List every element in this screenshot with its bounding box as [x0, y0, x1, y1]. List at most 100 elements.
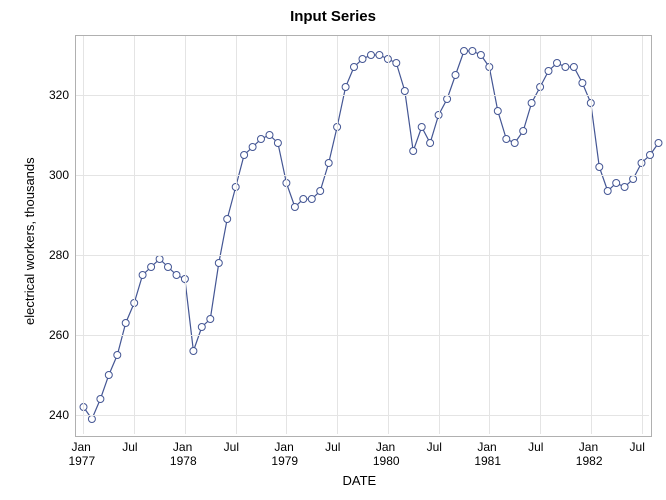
data-point — [249, 144, 256, 151]
data-point — [393, 60, 400, 67]
data-point — [604, 188, 611, 195]
data-point — [156, 256, 163, 263]
x-tick-label-year: 1978 — [170, 454, 197, 468]
data-point — [300, 196, 307, 203]
gridline-v — [337, 36, 338, 434]
gridline-v — [134, 36, 135, 434]
data-point — [122, 320, 129, 327]
x-tick-label: Jan — [376, 440, 395, 454]
data-point — [494, 108, 501, 115]
data-point — [444, 96, 451, 103]
data-point — [427, 140, 434, 147]
data-point — [545, 68, 552, 75]
x-axis-title: DATE — [343, 473, 377, 488]
data-point — [528, 100, 535, 107]
data-point — [570, 64, 577, 71]
gridline-v — [540, 36, 541, 434]
y-axis-title: electrical workers, thousands — [22, 157, 37, 325]
data-point — [554, 60, 561, 67]
y-tick-label: 260 — [49, 328, 69, 342]
data-point — [325, 160, 332, 167]
x-tick-label: Jan — [173, 440, 192, 454]
chart-svg — [0, 0, 666, 500]
x-tick-label: Jan — [71, 440, 90, 454]
data-point — [274, 140, 281, 147]
x-tick-label: Jan — [274, 440, 293, 454]
gridline-v — [286, 36, 287, 434]
data-point — [139, 272, 146, 279]
data-point — [520, 128, 527, 135]
data-point — [401, 88, 408, 95]
data-point — [165, 264, 172, 271]
data-point — [613, 180, 620, 187]
y-tick-label: 240 — [49, 408, 69, 422]
x-tick-label: Jul — [224, 440, 239, 454]
data-point — [647, 152, 654, 159]
data-point — [596, 164, 603, 171]
data-point — [630, 176, 637, 183]
data-point — [241, 152, 248, 159]
y-tick-label: 300 — [49, 168, 69, 182]
data-point — [190, 348, 197, 355]
x-tick-label-year: 1982 — [576, 454, 603, 468]
gridline-v — [642, 36, 643, 434]
x-tick-label-year: 1981 — [474, 454, 501, 468]
gridline-v — [489, 36, 490, 434]
data-point — [173, 272, 180, 279]
gridline-h — [76, 95, 649, 96]
data-point — [308, 196, 315, 203]
data-point — [579, 80, 586, 87]
series-line — [84, 51, 659, 419]
data-point — [224, 216, 231, 223]
data-point — [105, 372, 112, 379]
gridline-h — [76, 415, 649, 416]
data-point — [114, 352, 121, 359]
chart-container: Input Series electrical workers, thousan… — [0, 0, 666, 500]
data-point — [469, 48, 476, 55]
data-point — [207, 316, 214, 323]
data-point — [452, 72, 459, 79]
gridline-h — [76, 175, 649, 176]
x-tick-label: Jul — [528, 440, 543, 454]
data-point — [215, 260, 222, 267]
data-point — [266, 132, 273, 139]
data-point — [503, 136, 510, 143]
gridline-v — [83, 36, 84, 434]
data-point — [655, 140, 662, 147]
gridline-v — [591, 36, 592, 434]
data-point — [258, 136, 265, 143]
data-point — [198, 324, 205, 331]
data-point — [461, 48, 468, 55]
x-tick-label: Jul — [122, 440, 137, 454]
x-tick-label-year: 1980 — [373, 454, 400, 468]
x-tick-label: Jan — [579, 440, 598, 454]
data-point — [148, 264, 155, 271]
gridline-v — [185, 36, 186, 434]
x-tick-label: Jul — [325, 440, 340, 454]
data-point — [97, 396, 104, 403]
data-point — [410, 148, 417, 155]
data-point — [418, 124, 425, 131]
data-point — [291, 204, 298, 211]
y-tick-label: 320 — [49, 88, 69, 102]
data-point — [317, 188, 324, 195]
y-tick-label: 280 — [49, 248, 69, 262]
gridline-v — [236, 36, 237, 434]
data-point — [511, 140, 518, 147]
data-point — [368, 52, 375, 59]
data-point — [351, 64, 358, 71]
x-tick-label: Jul — [427, 440, 442, 454]
x-tick-label-year: 1977 — [68, 454, 95, 468]
data-point — [359, 56, 366, 63]
data-point — [562, 64, 569, 71]
data-point — [376, 52, 383, 59]
gridline-h — [76, 335, 649, 336]
x-tick-label: Jul — [630, 440, 645, 454]
gridline-v — [388, 36, 389, 434]
x-tick-label-year: 1979 — [271, 454, 298, 468]
data-point — [621, 184, 628, 191]
data-point — [477, 52, 484, 59]
data-point — [342, 84, 349, 91]
gridline-v — [439, 36, 440, 434]
x-tick-label: Jan — [477, 440, 496, 454]
